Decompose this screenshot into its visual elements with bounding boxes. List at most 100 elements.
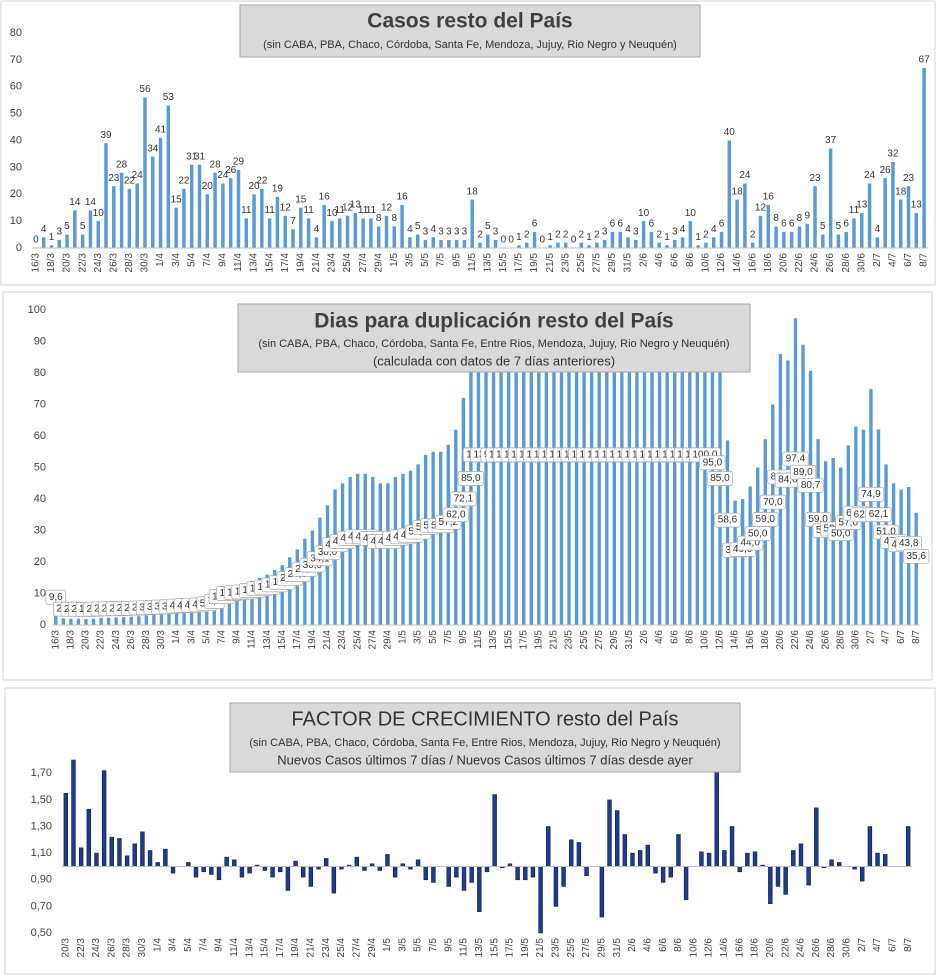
x-tick-label: 20/6 xyxy=(775,630,786,650)
x-tick-label: 30/3 xyxy=(156,630,167,650)
x-tick-label: 11/5 xyxy=(467,253,478,272)
bar xyxy=(627,310,632,625)
x-tick-label: 5/4 xyxy=(201,630,212,644)
x-tick-label: 3/5 xyxy=(397,938,408,952)
data-label: 8 xyxy=(376,213,382,224)
bar xyxy=(182,611,186,625)
data-label: 16 xyxy=(319,192,331,203)
x-tick-label: 15/4 xyxy=(277,630,288,650)
bar xyxy=(618,231,622,248)
y-tick-label: 0,50 xyxy=(31,927,52,939)
bar xyxy=(112,186,116,248)
x-tick-label: 6/6 xyxy=(658,938,669,952)
chart-subtitle: Nuevos Casos últimos 7 días / Nuevos Cas… xyxy=(277,752,693,767)
bar xyxy=(584,866,589,877)
x-tick-label: 10/6 xyxy=(688,938,699,958)
x-tick-label: 23/4 xyxy=(321,938,332,958)
x-tick-label: 28/3 xyxy=(124,253,135,273)
bar xyxy=(257,577,262,625)
bar xyxy=(786,360,790,625)
x-tick-label: 7/4 xyxy=(216,630,227,644)
data-label: 1 xyxy=(516,232,522,243)
bar xyxy=(867,826,873,867)
bar xyxy=(725,440,730,625)
bar xyxy=(650,310,654,625)
bar xyxy=(470,199,474,248)
bar xyxy=(599,866,605,918)
x-tick-label: 17/4 xyxy=(280,253,291,273)
x-tick-label: 6/7 xyxy=(903,253,914,267)
title-box-3: FACTOR DE CRECIMIENTO resto del País (si… xyxy=(229,702,741,773)
bar xyxy=(530,866,536,878)
x-tick-label: 6/7 xyxy=(896,630,907,644)
bar xyxy=(69,618,73,625)
bar xyxy=(106,617,111,625)
bar xyxy=(869,389,873,625)
data-label: 5 xyxy=(485,221,491,232)
bar xyxy=(345,215,350,248)
data-label: 43,8 xyxy=(899,538,919,549)
bar xyxy=(688,221,693,248)
bar xyxy=(182,188,186,248)
x-tick-label: 4/7 xyxy=(881,630,892,644)
bar xyxy=(88,210,93,248)
x-tick-label: 25/5 xyxy=(579,630,590,650)
x-tick-label: 19/5 xyxy=(533,630,544,650)
bar xyxy=(193,866,199,878)
x-tick-label: 25/5 xyxy=(576,253,587,273)
y-tick-label: 1,10 xyxy=(31,847,52,859)
bar xyxy=(645,844,651,867)
x-tick-label: 31/5 xyxy=(623,253,634,273)
bar xyxy=(665,310,669,625)
data-label: 6 xyxy=(789,219,795,230)
x-tick-label: 8/6 xyxy=(685,253,696,267)
bar xyxy=(392,226,397,248)
chart-title: FACTOR DE CRECIMIENTO resto del País xyxy=(291,708,678,730)
bar xyxy=(522,310,526,625)
bar xyxy=(775,866,781,887)
x-tick-label: 4/7 xyxy=(872,938,883,952)
y-tick-label: 1,70 xyxy=(31,767,52,779)
y-tick-label: 60 xyxy=(10,81,22,93)
bar xyxy=(213,172,217,248)
data-label: 31 xyxy=(194,151,206,162)
bar xyxy=(124,855,130,867)
bar xyxy=(392,866,398,878)
bar xyxy=(783,866,788,895)
x-tick-label: 7/5 xyxy=(436,253,447,267)
y-tick-label: 50 xyxy=(10,108,22,120)
bar xyxy=(423,239,428,248)
x-tick-label: 24/6 xyxy=(805,630,816,650)
x-tick-label: 4/6 xyxy=(654,630,665,644)
x-tick-label: 18/6 xyxy=(763,253,774,273)
bar xyxy=(561,866,566,887)
bar xyxy=(91,618,96,625)
bar xyxy=(462,239,467,248)
data-label: 2 xyxy=(555,229,561,240)
bar xyxy=(486,234,490,248)
bar xyxy=(695,310,700,625)
x-tick-label: 29/5 xyxy=(607,253,618,273)
bar xyxy=(186,862,191,867)
y-tick-label: 20 xyxy=(10,188,22,200)
bar xyxy=(688,310,692,625)
bar xyxy=(431,866,436,883)
bar xyxy=(641,221,646,248)
bar xyxy=(174,207,178,248)
chart-subtitle: (calculada con datos de 7 días anteriore… xyxy=(373,353,615,368)
data-label: 8 xyxy=(773,213,779,224)
bar xyxy=(836,234,841,248)
data-label: 18 xyxy=(895,186,907,197)
chart-title: Casos resto del País xyxy=(367,10,572,33)
data-label: 4 xyxy=(41,224,47,235)
data-label: 2 xyxy=(750,229,756,240)
bar xyxy=(57,239,62,248)
x-tick-label: 2/6 xyxy=(638,253,649,267)
x-tick-label: 14/6 xyxy=(719,938,730,958)
x-tick-label: 4/6 xyxy=(642,938,653,952)
x-tick-label: 12/6 xyxy=(715,630,726,650)
bar xyxy=(657,310,662,625)
bar xyxy=(454,239,459,248)
data-label-box xyxy=(865,507,892,522)
bar xyxy=(563,242,568,248)
